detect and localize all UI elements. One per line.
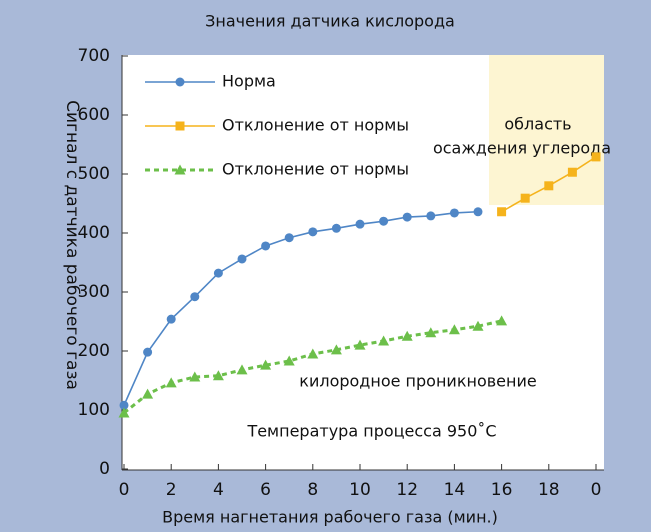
data-point [143,347,153,357]
data-point [307,348,319,359]
data-point [190,292,200,302]
chart-title: Значения датчика кислорода [205,12,455,31]
annotation: килородное проникновение [299,372,536,391]
x-axis-label: Время нагнетания рабочего газа (мин.) [162,508,498,527]
data-point [331,223,341,233]
data-point [378,335,390,346]
x-tick-label: 8 [307,480,318,500]
data-point [449,208,459,218]
data-point [142,388,154,399]
y-tick-label: 600 [78,105,110,125]
data-point [330,344,342,355]
legend-marker [174,164,186,175]
data-point [213,268,223,278]
y-tick-label: 300 [78,282,110,302]
data-point [212,370,224,381]
data-point [472,320,484,331]
data-point [379,216,389,226]
data-point [354,339,366,350]
data-point [283,355,295,366]
data-point [520,193,530,203]
x-tick-label: 0 [591,480,602,500]
annotation: осаждения углерода [433,139,611,158]
data-point [189,371,201,382]
data-point [544,181,554,191]
annotation: область [504,115,571,134]
annotation: Температура процесса 950˚C [246,422,496,441]
data-point [165,377,177,388]
y-tick-label: 700 [78,46,110,66]
data-point [402,212,412,222]
data-point [355,219,365,229]
data-point [166,314,176,324]
data-point [237,254,247,264]
x-tick-label: 10 [349,480,371,500]
highlight-region [489,55,604,205]
legend-marker [175,121,185,131]
legend-marker [175,77,185,87]
x-tick-label: 6 [260,480,271,500]
x-tick-label: 2 [166,480,177,500]
x-tick-label: 14 [444,480,466,500]
data-point [308,227,318,237]
data-point [401,330,413,341]
x-tick-label: 4 [213,480,224,500]
data-point [261,241,271,251]
y-tick-label: 400 [78,223,110,243]
legend-label: Отклонение от нормы [222,160,409,179]
data-point [448,324,460,335]
data-point [236,364,248,375]
data-point [591,152,601,162]
data-point [425,327,437,338]
x-tick-label: 16 [491,480,513,500]
data-point [426,211,436,221]
data-point [473,207,483,217]
data-point [567,167,577,177]
data-point [119,400,129,410]
legend-label: Отклонение от нормы [222,116,409,135]
data-point [260,359,272,370]
x-tick-label: 0 [119,480,130,500]
x-tick-label: 12 [396,480,418,500]
y-tick-label: 0 [99,459,110,479]
data-point [118,407,130,418]
x-tick-label: 18 [538,480,560,500]
y-tick-label: 500 [78,164,110,184]
legend-label: Норма [222,72,276,91]
y-tick-label: 100 [78,400,110,420]
series-line [123,210,479,406]
y-axis-label: Сигнал с датчика рабочего газа [62,100,82,390]
y-tick-label: 200 [78,341,110,361]
data-point [497,207,507,217]
data-point [284,233,294,243]
data-point [496,315,508,326]
